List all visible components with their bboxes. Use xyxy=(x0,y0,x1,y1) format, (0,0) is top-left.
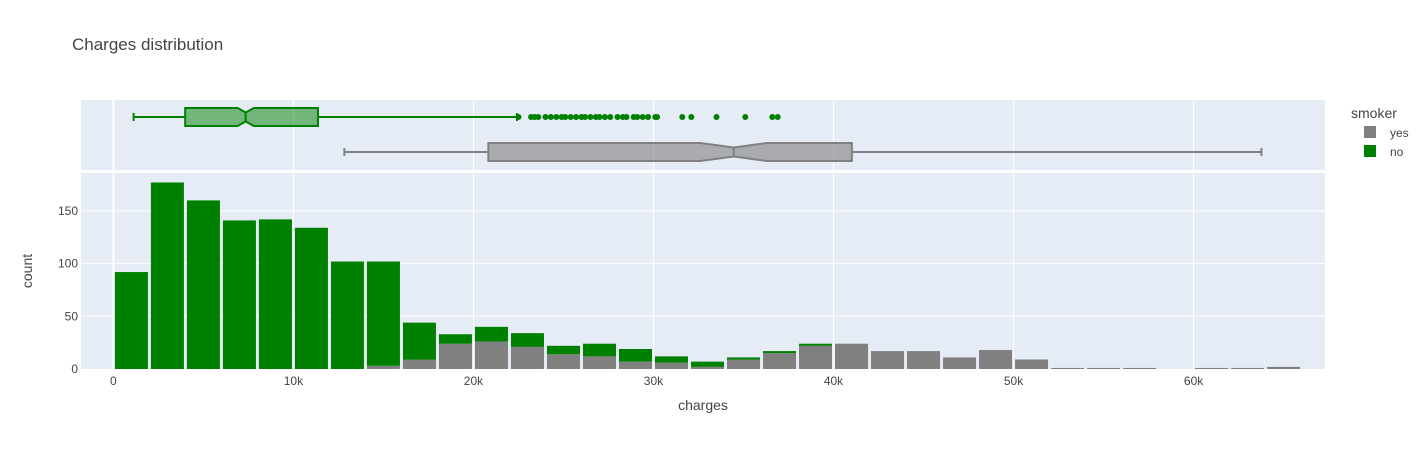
outlier-point-no[interactable] xyxy=(742,114,749,120)
outlier-point-no[interactable] xyxy=(688,114,695,120)
bar-yes[interactable] xyxy=(871,351,905,369)
bar-yes[interactable] xyxy=(763,353,797,369)
bar-no[interactable] xyxy=(330,261,364,369)
bar-yes[interactable] xyxy=(402,359,436,369)
x-tick-label: 10k xyxy=(284,374,304,388)
x-tick-label: 0 xyxy=(110,374,117,388)
y-tick-label: 50 xyxy=(65,309,79,323)
x-axis-label: charges xyxy=(678,397,728,413)
outlier-point-no[interactable] xyxy=(596,114,603,120)
bar-no[interactable] xyxy=(654,356,688,363)
bar-no[interactable] xyxy=(546,345,580,355)
legend-title: smoker xyxy=(1351,105,1397,121)
x-tick-label: 60k xyxy=(1184,374,1204,388)
bar-yes[interactable] xyxy=(1231,367,1265,369)
outlier-point-no[interactable] xyxy=(639,114,646,120)
bar-no[interactable] xyxy=(582,343,616,357)
bar-yes[interactable] xyxy=(618,361,652,369)
bar-yes[interactable] xyxy=(438,343,472,369)
bar-yes[interactable] xyxy=(907,351,941,369)
bar-yes[interactable] xyxy=(799,345,833,369)
outlier-point-no[interactable] xyxy=(542,114,549,120)
bar-no[interactable] xyxy=(799,343,833,346)
outlier-point-no[interactable] xyxy=(769,114,776,120)
legend-item-yes[interactable]: yes xyxy=(1364,126,1409,140)
outlier-point-no[interactable] xyxy=(679,114,686,120)
box-yes[interactable] xyxy=(487,142,853,162)
bar-yes[interactable] xyxy=(835,343,869,369)
box-no[interactable] xyxy=(184,107,319,127)
outlier-point-no[interactable] xyxy=(535,114,542,120)
bar-yes[interactable] xyxy=(1267,366,1301,369)
legend-label-yes: yes xyxy=(1390,126,1409,140)
bar-no[interactable] xyxy=(474,326,508,342)
legend-item-no[interactable]: no xyxy=(1364,145,1404,159)
bar-yes[interactable] xyxy=(979,350,1013,369)
bar-no[interactable] xyxy=(114,272,148,369)
bar-yes[interactable] xyxy=(654,362,688,369)
bar-yes[interactable] xyxy=(510,346,544,369)
bar-yes[interactable] xyxy=(366,365,400,369)
y-tick-label: 0 xyxy=(71,362,78,376)
outlier-point-no[interactable] xyxy=(634,114,641,120)
bar-no[interactable] xyxy=(763,351,797,354)
bar-no[interactable] xyxy=(438,334,472,344)
outlier-point-no[interactable] xyxy=(553,114,560,120)
bar-yes[interactable] xyxy=(1051,367,1085,369)
outlier-point-no[interactable] xyxy=(601,114,608,120)
outlier-point-no[interactable] xyxy=(567,114,574,120)
bar-no[interactable] xyxy=(258,219,292,369)
axis-layer: 0 10k 20k 30k 40k 50k 60k 0 50 100 150 xyxy=(58,204,1204,388)
bar-no[interactable] xyxy=(366,261,400,366)
bar-yes[interactable] xyxy=(1123,367,1157,369)
box-plot-layer xyxy=(132,107,1263,162)
outlier-point-no[interactable] xyxy=(774,114,781,120)
bar-no[interactable] xyxy=(618,348,652,362)
bar-yes[interactable] xyxy=(582,356,616,369)
outlier-point-no[interactable] xyxy=(587,114,594,120)
outlier-point-no[interactable] xyxy=(645,114,652,120)
y-axis-label: count xyxy=(19,254,35,288)
y-tick-label: 150 xyxy=(58,204,78,218)
bar-yes[interactable] xyxy=(690,366,725,369)
outlier-point-no[interactable] xyxy=(573,114,580,120)
y-tick-label: 100 xyxy=(58,257,78,271)
bar-yes[interactable] xyxy=(1087,367,1121,369)
chart-title: Charges distribution xyxy=(72,35,223,54)
x-tick-label: 20k xyxy=(464,374,484,388)
legend-swatch-yes xyxy=(1364,126,1376,138)
outlier-point-no[interactable] xyxy=(582,114,589,120)
bar-no[interactable] xyxy=(510,333,544,347)
outlier-point-no[interactable] xyxy=(607,114,614,120)
outlier-point-no[interactable] xyxy=(562,114,569,120)
outlier-point-no[interactable] xyxy=(623,114,630,120)
bar-no[interactable] xyxy=(294,227,328,369)
bar-yes[interactable] xyxy=(474,341,508,369)
outlier-point-no[interactable] xyxy=(614,114,621,120)
outlier-point-no[interactable] xyxy=(713,114,720,120)
bar-yes[interactable] xyxy=(546,354,580,369)
bar-yes[interactable] xyxy=(943,357,977,369)
bar-yes[interactable] xyxy=(1015,359,1049,369)
outlier-point-no[interactable] xyxy=(547,114,554,120)
legend-label-no: no xyxy=(1390,145,1404,159)
bar-yes[interactable] xyxy=(1195,367,1229,369)
bar-no[interactable] xyxy=(186,200,220,369)
bar-no[interactable] xyxy=(727,357,761,360)
x-tick-label: 50k xyxy=(1004,374,1024,388)
legend: smoker yes no xyxy=(1351,105,1409,159)
bar-no[interactable] xyxy=(222,220,256,369)
bar-layer xyxy=(114,182,1301,369)
bar-no[interactable] xyxy=(150,182,184,369)
outlier-point-no[interactable] xyxy=(654,114,661,120)
bar-no[interactable] xyxy=(402,322,436,360)
bar-no[interactable] xyxy=(690,361,725,367)
bar-yes[interactable] xyxy=(727,359,761,369)
x-tick-label: 40k xyxy=(824,374,844,388)
x-tick-label: 30k xyxy=(644,374,664,388)
outlier-point-no[interactable] xyxy=(515,114,522,120)
legend-swatch-no xyxy=(1364,145,1376,157)
